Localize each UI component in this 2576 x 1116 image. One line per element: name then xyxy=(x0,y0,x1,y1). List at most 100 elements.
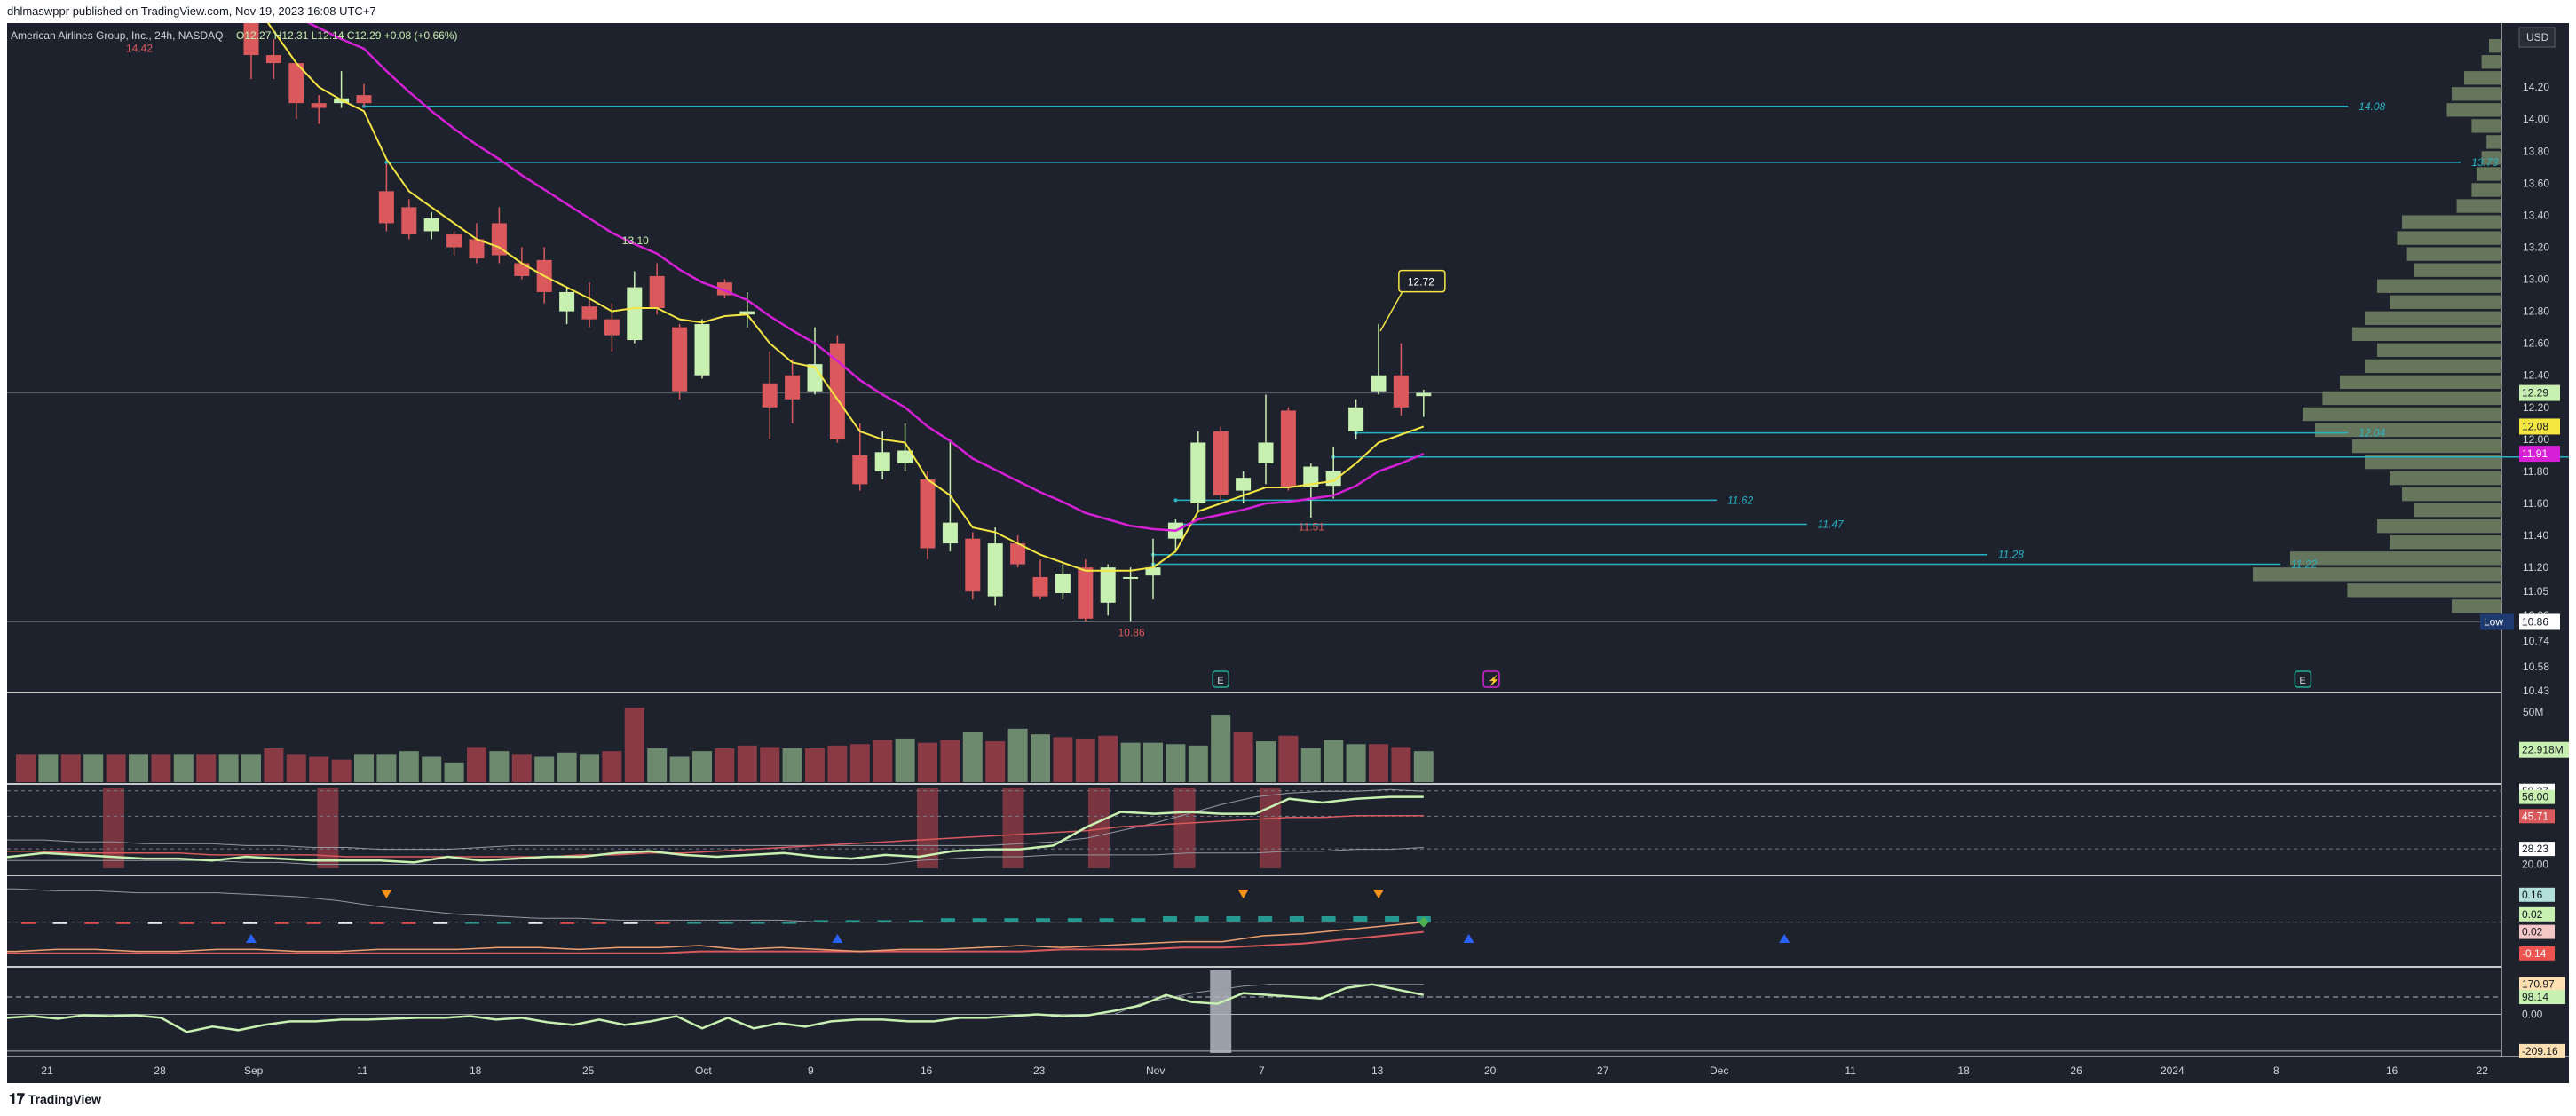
macd-histogram-bar xyxy=(338,922,353,924)
candle-body xyxy=(1055,574,1071,593)
event-marker-text: E xyxy=(2299,676,2305,686)
volume-profile-bar xyxy=(2377,519,2501,534)
volume-bar xyxy=(1211,715,1231,782)
price-tick-label: 10.43 xyxy=(2523,685,2549,697)
volume-profile-bar xyxy=(2377,279,2501,293)
time-tick-label: 21 xyxy=(41,1065,53,1077)
buy-triangle xyxy=(832,934,843,943)
macd-histogram-bar xyxy=(84,922,99,924)
chart-area[interactable]: 14.0813.7312.0411.8911.6211.4711.2811.22… xyxy=(0,0,2576,1083)
price-tick-label: 13.20 xyxy=(2523,241,2549,253)
time-tick-label: Nov xyxy=(1146,1065,1165,1077)
volume-profile-bar xyxy=(2414,263,2501,277)
macd-histogram-bar xyxy=(718,922,733,924)
macd-histogram-bar xyxy=(909,920,924,922)
candle-body xyxy=(514,263,530,276)
tradingview-logo[interactable]: 𝟏𝟕 TradingView xyxy=(9,1083,101,1116)
candle-body xyxy=(581,306,597,320)
volume-bar xyxy=(647,748,668,782)
candle-body xyxy=(378,191,394,224)
sell-triangle xyxy=(1237,890,1249,898)
macd-histogram-bar xyxy=(20,922,36,924)
candle-body xyxy=(1258,442,1274,463)
time-tick-label: Oct xyxy=(695,1065,712,1077)
sell-triangle xyxy=(1373,890,1384,898)
macd-histogram-bar xyxy=(1289,916,1304,922)
volume-profile-bar xyxy=(2402,215,2501,229)
time-tick-label: 13 xyxy=(1371,1065,1384,1077)
macd-badge-text: 0.02 xyxy=(2522,908,2543,921)
time-tick-label: 18 xyxy=(470,1065,482,1077)
candle-body xyxy=(672,327,688,392)
publish-text: dhlmaswppr published on TradingView.com,… xyxy=(7,4,376,18)
footer: 𝟏𝟕 TradingView xyxy=(0,1083,2576,1115)
volume-profile-bar xyxy=(2456,199,2501,213)
macd-histogram-bar xyxy=(52,922,67,924)
price-badge xyxy=(2519,384,2560,401)
macd-badge xyxy=(2519,887,2555,902)
event-marker-text: ⚡ xyxy=(1488,675,1500,686)
candle-body xyxy=(401,207,417,235)
cci-badge-text: 0.00 xyxy=(2522,1008,2543,1020)
volume-bar xyxy=(624,708,644,782)
legend-symbol: American Airlines Group, Inc., 24h, NASD… xyxy=(11,29,223,42)
moving-averages xyxy=(250,0,1425,572)
volume-bar xyxy=(782,748,802,782)
macd-histogram-bar xyxy=(528,922,543,924)
time-tick-label: 7 xyxy=(1259,1065,1265,1077)
macd-badge xyxy=(2519,924,2555,939)
price-tick-label: 13.80 xyxy=(2523,145,2549,157)
price-badge-text: 12.08 xyxy=(2522,420,2548,432)
price-badge-text: 11.91 xyxy=(2522,447,2548,460)
volume-bar xyxy=(60,754,81,782)
rsi-main-line xyxy=(0,795,1424,864)
candle-body xyxy=(762,383,778,408)
candle-body xyxy=(829,343,845,439)
candle-body xyxy=(469,239,485,259)
publish-header: dhlmaswppr published on TradingView.com,… xyxy=(0,0,2576,23)
volume-bar xyxy=(1143,742,1163,782)
macd-histogram-bar xyxy=(242,922,257,924)
macd-histogram-bar xyxy=(211,922,226,924)
cci-badge xyxy=(2519,1043,2565,1058)
chart-canvas[interactable]: 14.0813.7312.0411.8911.6211.4711.2811.22… xyxy=(0,0,2576,1083)
volume-bar xyxy=(1166,744,1186,782)
price-tick-label: 10.74 xyxy=(2523,635,2549,647)
volume-bar xyxy=(602,751,622,782)
price-tick-label: 12.00 xyxy=(2523,433,2549,446)
candle-body xyxy=(1325,471,1341,487)
candle-body xyxy=(1416,392,1432,397)
candle-body xyxy=(1032,576,1048,597)
volume-profile-bar xyxy=(2489,39,2501,53)
macd-badge xyxy=(2519,946,2555,961)
cci-badge-text: -209.16 xyxy=(2522,1045,2558,1057)
candle-body xyxy=(694,324,710,376)
price-tick-label: 13.60 xyxy=(2523,177,2549,189)
volume-bar xyxy=(1188,745,1208,782)
candle-body xyxy=(874,452,890,471)
candle-body xyxy=(852,455,868,485)
event-marker xyxy=(2294,670,2312,688)
macd-histogram-bar xyxy=(147,922,162,924)
price-tick-label: 10.58 xyxy=(2523,661,2549,673)
volume-profile-bar xyxy=(2315,423,2501,438)
volume-bar xyxy=(940,740,960,782)
rsi-highlight-bar xyxy=(1173,788,1196,868)
time-tick-label: 8 xyxy=(2273,1065,2280,1077)
candle-body xyxy=(785,375,801,400)
price-badge xyxy=(2519,446,2560,463)
volume-bar xyxy=(918,742,937,782)
macd-histogram-bar xyxy=(813,920,828,922)
volume-bar xyxy=(1391,747,1411,782)
low-tag-text: Low xyxy=(2484,615,2503,628)
macd-histogram-bar xyxy=(560,922,575,924)
macd-histogram-bar xyxy=(369,922,384,924)
volume-bar xyxy=(580,754,599,782)
rsi-badge xyxy=(2519,857,2555,872)
volume-bar xyxy=(849,744,870,782)
volume-bar xyxy=(151,754,171,782)
time-tick-label: 28 xyxy=(154,1065,166,1077)
legend-ohlc: O12.27 H12.31 L12.14 C12.29 +0.08 (+0.66… xyxy=(236,29,458,42)
price-tick-label: 12.60 xyxy=(2523,337,2549,350)
rsi-signal-line xyxy=(0,814,1424,858)
